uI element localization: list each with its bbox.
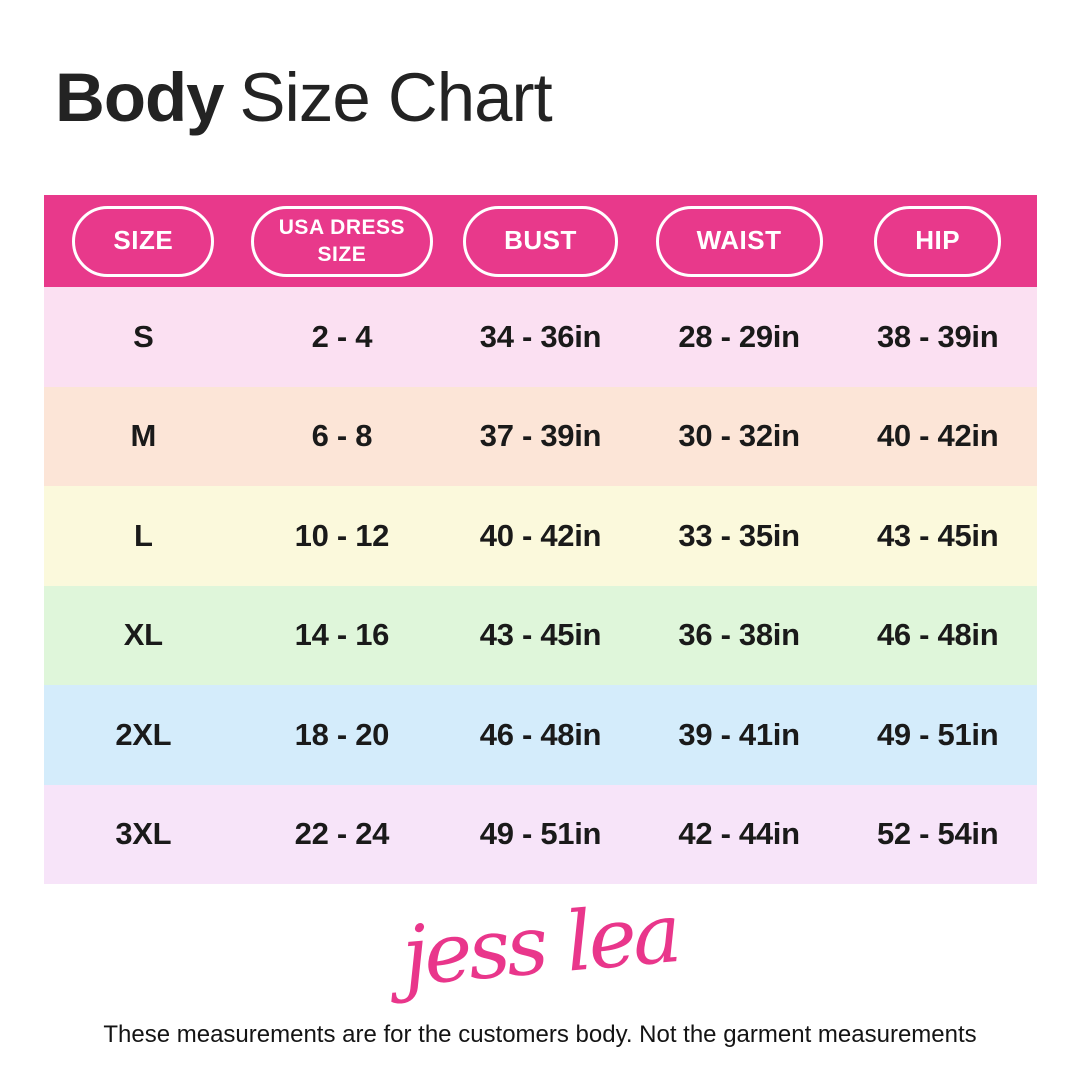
cell-size: XL — [123, 617, 163, 653]
cell-size: 3XL — [115, 816, 172, 852]
cell-dress-size: 2 - 4 — [311, 318, 373, 354]
cell-bust: 34 - 36in — [479, 318, 602, 354]
cell-hip: 46 - 48in — [876, 617, 999, 653]
cell-hip: 40 - 42in — [876, 418, 999, 454]
header-pill-hip: HIP — [874, 205, 1002, 277]
size-chart-table: SIZE USA DRESS SIZE BUST WAIST HIP S 2 -… — [44, 195, 1037, 884]
page-title: Body Size Chart — [55, 58, 553, 137]
table-row-m: M 6 - 8 37 - 39in 30 - 32in 40 - 42in — [44, 386, 1037, 486]
cell-bust: 49 - 51in — [479, 816, 602, 852]
cell-hip: 52 - 54in — [876, 816, 999, 852]
cell-waist: 28 - 29in — [678, 318, 800, 354]
table-row-s: S 2 - 4 34 - 36in 28 - 29in 38 - 39in — [44, 287, 1037, 387]
cell-dress-size: 6 - 8 — [311, 418, 373, 454]
footer-note: These measurements are for the customers… — [103, 1021, 977, 1048]
cell-dress-size: 10 - 12 — [294, 517, 390, 553]
table-header-row: SIZE USA DRESS SIZE BUST WAIST HIP — [44, 195, 1037, 287]
header-cell-size: SIZE — [44, 195, 243, 287]
header-cell-waist: WAIST — [640, 195, 839, 287]
header-cell-hip: HIP — [838, 195, 1037, 287]
brand-signature: jess lea — [0, 876, 1080, 1016]
header-pill-bust: BUST — [463, 205, 618, 277]
header-pill-usa-dress-size: USA DRESS SIZE — [250, 205, 433, 277]
cell-dress-size: 22 - 24 — [294, 816, 390, 852]
header-cell-bust: BUST — [441, 195, 640, 287]
cell-waist: 42 - 44in — [678, 816, 800, 852]
cell-waist: 33 - 35in — [678, 517, 800, 553]
cell-bust: 40 - 42in — [479, 517, 602, 553]
cell-dress-size: 18 - 20 — [294, 716, 390, 752]
header-pill-waist: WAIST — [655, 205, 823, 277]
brand-signature-text: jess lea — [398, 886, 682, 1005]
cell-size: L — [133, 517, 153, 553]
header-pill-size: SIZE — [72, 205, 215, 277]
cell-waist: 30 - 32in — [678, 418, 800, 454]
header-cell-usa-dress-size: USA DRESS SIZE — [243, 195, 442, 287]
cell-size: 2XL — [115, 716, 172, 752]
table-row-2xl: 2XL 18 - 20 46 - 48in 39 - 41in 49 - 51i… — [44, 685, 1037, 785]
cell-size: M — [130, 418, 157, 454]
cell-hip: 38 - 39in — [876, 318, 999, 354]
title-bold-word: Body — [55, 59, 224, 136]
cell-dress-size: 14 - 16 — [294, 617, 390, 653]
cell-bust: 46 - 48in — [479, 716, 602, 752]
cell-hip: 49 - 51in — [876, 716, 999, 752]
cell-bust: 43 - 45in — [479, 617, 602, 653]
cell-waist: 36 - 38in — [678, 617, 800, 653]
table-row-3xl: 3XL 22 - 24 49 - 51in 42 - 44in 52 - 54i… — [44, 784, 1037, 884]
cell-waist: 39 - 41in — [678, 716, 800, 752]
cell-hip: 43 - 45in — [876, 517, 999, 553]
cell-bust: 37 - 39in — [479, 418, 602, 454]
table-row-l: L 10 - 12 40 - 42in 33 - 35in 43 - 45in — [44, 486, 1037, 586]
cell-size: S — [133, 318, 154, 354]
table-row-xl: XL 14 - 16 43 - 45in 36 - 38in 46 - 48in — [44, 585, 1037, 685]
title-regular-words: Size Chart — [239, 59, 553, 136]
